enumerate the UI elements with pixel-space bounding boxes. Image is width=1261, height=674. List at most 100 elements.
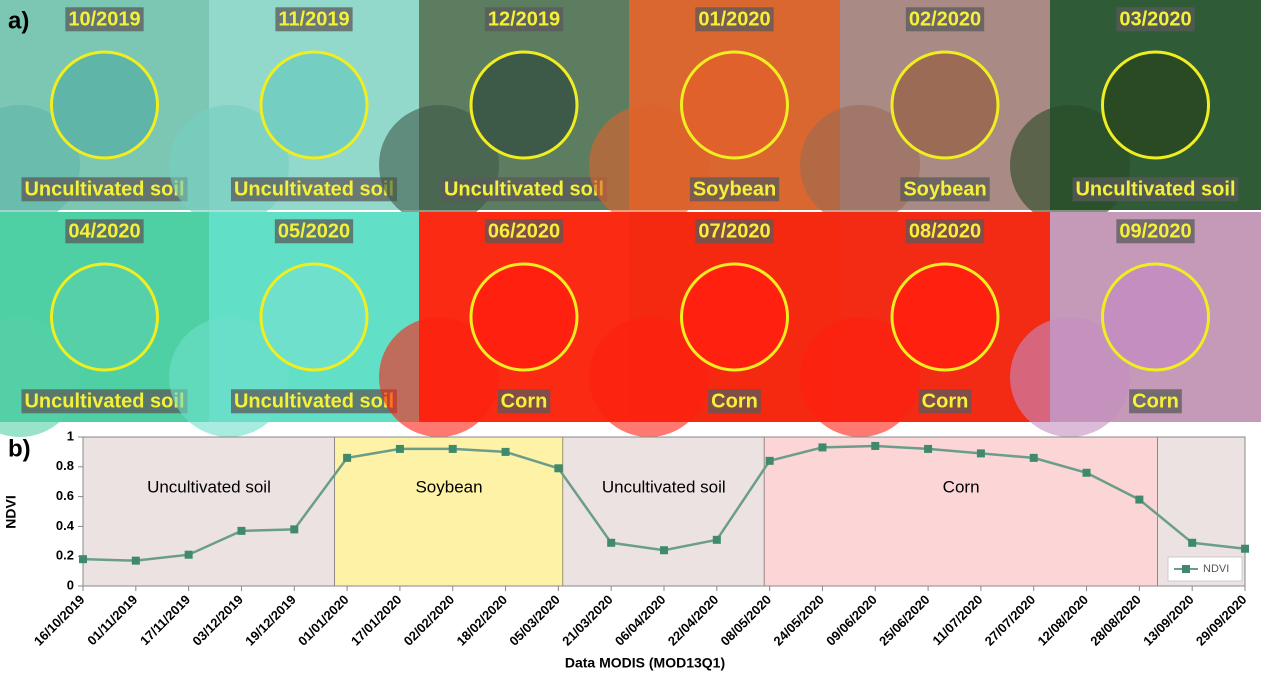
y-tick-label: 0.8 — [56, 458, 74, 473]
data-point — [1029, 453, 1038, 462]
y-tick-label: 0.4 — [56, 518, 75, 533]
neighbor-field — [379, 317, 499, 437]
tile-date-box — [695, 7, 774, 32]
tile-class: Uncultivated soil — [24, 178, 184, 200]
tile-class: Soybean — [693, 178, 776, 200]
y-tick-label: 0.2 — [56, 548, 74, 563]
x-tick-label: 01/11/2019 — [84, 592, 140, 648]
tile-class-box — [1129, 389, 1182, 414]
tile-date: 06/2020 — [488, 220, 560, 242]
field-outline — [680, 50, 789, 160]
data-point — [1135, 495, 1144, 504]
x-tick-label: 06/04/2020 — [612, 592, 669, 649]
x-tick-label: 28/08/2020 — [1087, 592, 1144, 649]
data-point — [501, 447, 510, 456]
x-tick-label: 17/01/2020 — [348, 592, 405, 649]
data-point — [976, 449, 985, 458]
field-outline — [50, 50, 159, 160]
legend-marker — [1182, 565, 1190, 573]
neighbor-field — [1010, 317, 1130, 437]
tile-class: Uncultivated soil — [24, 390, 184, 412]
data-point — [1082, 468, 1091, 477]
data-point — [818, 443, 827, 452]
field-outline — [50, 262, 159, 372]
data-point — [924, 444, 933, 453]
tile-date: 12/2019 — [488, 8, 560, 30]
panel-label: b) — [8, 435, 31, 462]
neighbor-field — [800, 317, 920, 437]
data-point — [237, 526, 246, 535]
legend-label: NDVI — [1203, 563, 1229, 575]
data-point — [660, 546, 668, 555]
tile-class: Corn — [922, 390, 969, 412]
x-axis-label: Data MODIS (MOD13Q1) — [565, 655, 725, 671]
x-tick-label: 02/02/2020 — [401, 592, 458, 649]
tile-date: 03/2020 — [1119, 8, 1191, 30]
x-tick-label: 29/09/2020 — [1193, 592, 1250, 649]
tile-date: 07/2020 — [698, 220, 770, 242]
data-point — [131, 556, 140, 565]
x-tick-label: 25/06/2020 — [876, 592, 933, 649]
field-outline — [890, 262, 1000, 372]
x-tick-label: 05/03/2020 — [506, 592, 563, 649]
x-tick-label: 27/07/2020 — [982, 592, 1039, 649]
field-outline — [259, 50, 369, 160]
y-tick-label: 0 — [67, 577, 74, 592]
tile-class-box — [497, 389, 551, 414]
x-tick-label: 21/03/2020 — [559, 592, 616, 649]
tile-date-box — [484, 219, 564, 244]
x-tick-label: 24/05/2020 — [770, 592, 827, 649]
phase-label: Soybean — [415, 477, 482, 496]
field-outline — [890, 50, 1000, 160]
phase-label: Corn — [943, 477, 980, 496]
tile-class: Uncultivated soil — [444, 178, 604, 200]
field-outline — [1101, 50, 1210, 160]
x-tick-label: 01/01/2020 — [295, 592, 352, 649]
x-tick-label: 11/07/2020 — [929, 592, 985, 648]
data-point — [290, 525, 299, 534]
tile-class: Corn — [711, 390, 758, 412]
x-tick-label: 17/11/2019 — [137, 592, 193, 648]
tile-class: Uncultivated soil — [234, 178, 394, 200]
tile-class: Corn — [1132, 390, 1179, 412]
x-tick-label: 19/12/2019 — [242, 592, 299, 649]
data-point — [554, 464, 563, 473]
data-point — [395, 444, 404, 453]
tile-date: 01/2020 — [698, 8, 770, 30]
tile-class-box — [21, 177, 188, 202]
field-outline — [469, 50, 579, 160]
field-outline — [259, 262, 369, 372]
data-point — [871, 441, 880, 450]
tile-date-box — [695, 219, 774, 244]
data-point — [184, 550, 193, 559]
phase-region — [83, 437, 335, 586]
tile-date: 04/2020 — [68, 220, 140, 242]
data-point — [448, 444, 457, 453]
tile-date: 02/2020 — [909, 8, 981, 30]
x-tick-label: 16/10/2019 — [31, 592, 88, 649]
data-point — [765, 456, 774, 465]
data-point — [79, 555, 87, 564]
data-point — [712, 535, 721, 544]
data-point — [1241, 544, 1249, 553]
tile-date: 09/2020 — [1119, 220, 1191, 242]
neighbor-field — [800, 105, 920, 225]
tile-class: Corn — [501, 390, 548, 412]
data-point — [1188, 538, 1197, 547]
data-point — [343, 453, 352, 462]
phase-region — [334, 437, 564, 586]
tile-class-box — [918, 389, 972, 414]
tile-class: Soybean — [903, 178, 986, 200]
x-tick-label: 13/09/2020 — [1140, 592, 1197, 649]
x-tick-label: 08/05/2020 — [718, 592, 775, 649]
data-point — [607, 538, 616, 547]
phase-region — [563, 437, 765, 586]
phase-region — [764, 437, 1158, 586]
tile-class: Uncultivated soil — [234, 390, 394, 412]
tile-date: 08/2020 — [909, 220, 981, 242]
x-tick-label: 18/02/2020 — [453, 592, 510, 649]
y-tick-label: 1 — [67, 428, 74, 443]
field-outline — [469, 262, 579, 372]
tile-date-box — [905, 7, 985, 32]
tile-class-box — [900, 177, 990, 202]
